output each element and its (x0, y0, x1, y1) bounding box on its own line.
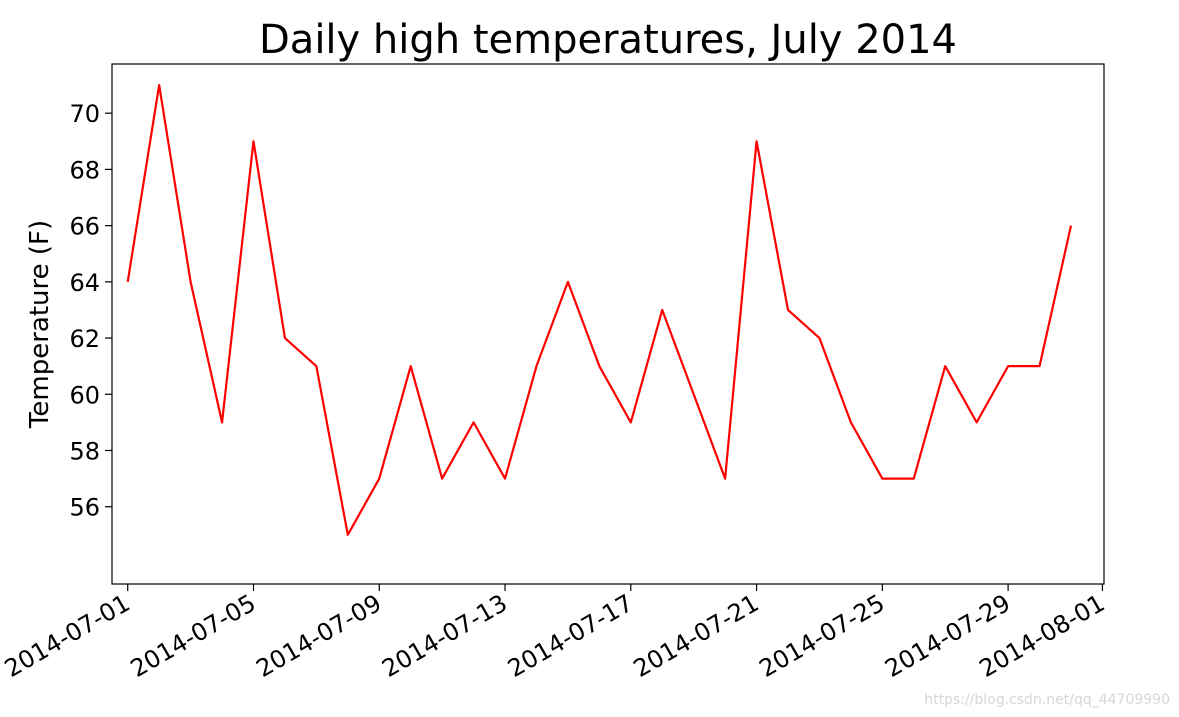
y-tick-label: 66 (69, 213, 100, 241)
x-tick-label: 2014-07-01 (0, 589, 135, 683)
x-tick-label: 2014-07-13 (377, 589, 512, 683)
series-line-0 (126, 83, 1073, 536)
y-tick-label: 68 (69, 156, 100, 184)
watermark-text: https://blog.csdn.net/qq_44709990 (924, 692, 1170, 708)
x-tick-label: 2014-07-17 (503, 589, 638, 683)
x-axis: 2014-07-012014-07-052014-07-092014-07-13… (0, 584, 1109, 683)
y-tick-label: 70 (69, 100, 100, 128)
plot-frame (111, 63, 1105, 585)
x-tick-label: 2014-07-09 (251, 589, 386, 683)
x-tick-label: 2014-07-05 (126, 589, 261, 683)
y-tick-label: 56 (69, 494, 100, 522)
y-tick-label: 58 (69, 437, 100, 465)
series-group (126, 83, 1073, 536)
chart-title: Daily high temperatures, July 2014 (259, 17, 957, 63)
y-tick-label: 60 (69, 381, 100, 409)
x-tick-label: 2014-07-21 (629, 589, 764, 683)
y-tick-label: 64 (69, 269, 100, 297)
y-axis: 56 58 60 62 64 66 68 70 (69, 100, 112, 522)
y-axis-label: Temperature (F) (25, 220, 55, 429)
x-tick-label: 2014-07-25 (755, 589, 890, 683)
y-tick-label: 62 (69, 325, 100, 353)
